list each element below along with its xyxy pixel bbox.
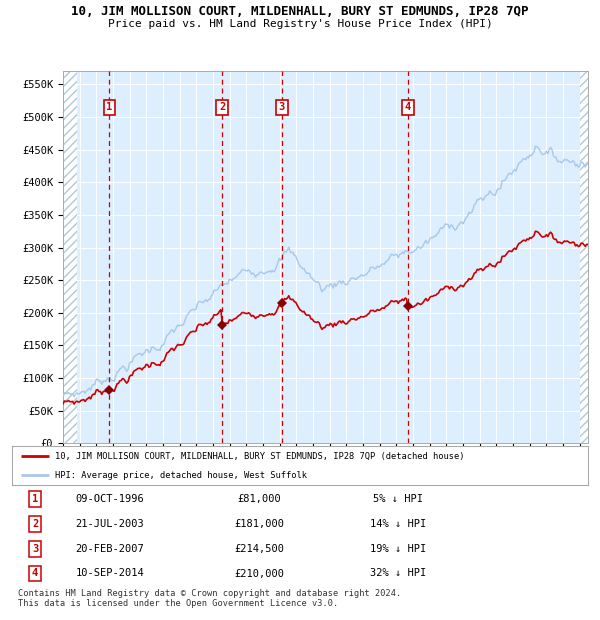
Text: 3: 3 [32,544,38,554]
Text: £181,000: £181,000 [235,519,284,529]
Text: 2: 2 [219,102,225,112]
Text: Contains HM Land Registry data © Crown copyright and database right 2024.
This d: Contains HM Land Registry data © Crown c… [18,589,401,608]
Text: 3: 3 [279,102,285,112]
Text: Price paid vs. HM Land Registry's House Price Index (HPI): Price paid vs. HM Land Registry's House … [107,19,493,29]
Text: 1: 1 [32,494,38,504]
Text: 10, JIM MOLLISON COURT, MILDENHALL, BURY ST EDMUNDS, IP28 7QP (detached house): 10, JIM MOLLISON COURT, MILDENHALL, BURY… [55,451,465,461]
Text: 10, JIM MOLLISON COURT, MILDENHALL, BURY ST EDMUNDS, IP28 7QP: 10, JIM MOLLISON COURT, MILDENHALL, BURY… [71,5,529,18]
Text: 14% ↓ HPI: 14% ↓ HPI [370,519,426,529]
Text: 1: 1 [106,102,112,112]
Text: £210,000: £210,000 [235,569,284,578]
Text: 21-JUL-2003: 21-JUL-2003 [76,519,144,529]
Text: 32% ↓ HPI: 32% ↓ HPI [370,569,426,578]
Text: 2: 2 [32,519,38,529]
Text: £214,500: £214,500 [235,544,284,554]
Text: 10-SEP-2014: 10-SEP-2014 [76,569,144,578]
Text: 20-FEB-2007: 20-FEB-2007 [76,544,144,554]
Text: 09-OCT-1996: 09-OCT-1996 [76,494,144,504]
Text: HPI: Average price, detached house, West Suffolk: HPI: Average price, detached house, West… [55,471,307,480]
Text: £81,000: £81,000 [238,494,281,504]
Text: 19% ↓ HPI: 19% ↓ HPI [370,544,426,554]
Text: 4: 4 [32,569,38,578]
Text: 4: 4 [405,102,411,112]
Text: 5% ↓ HPI: 5% ↓ HPI [373,494,423,504]
